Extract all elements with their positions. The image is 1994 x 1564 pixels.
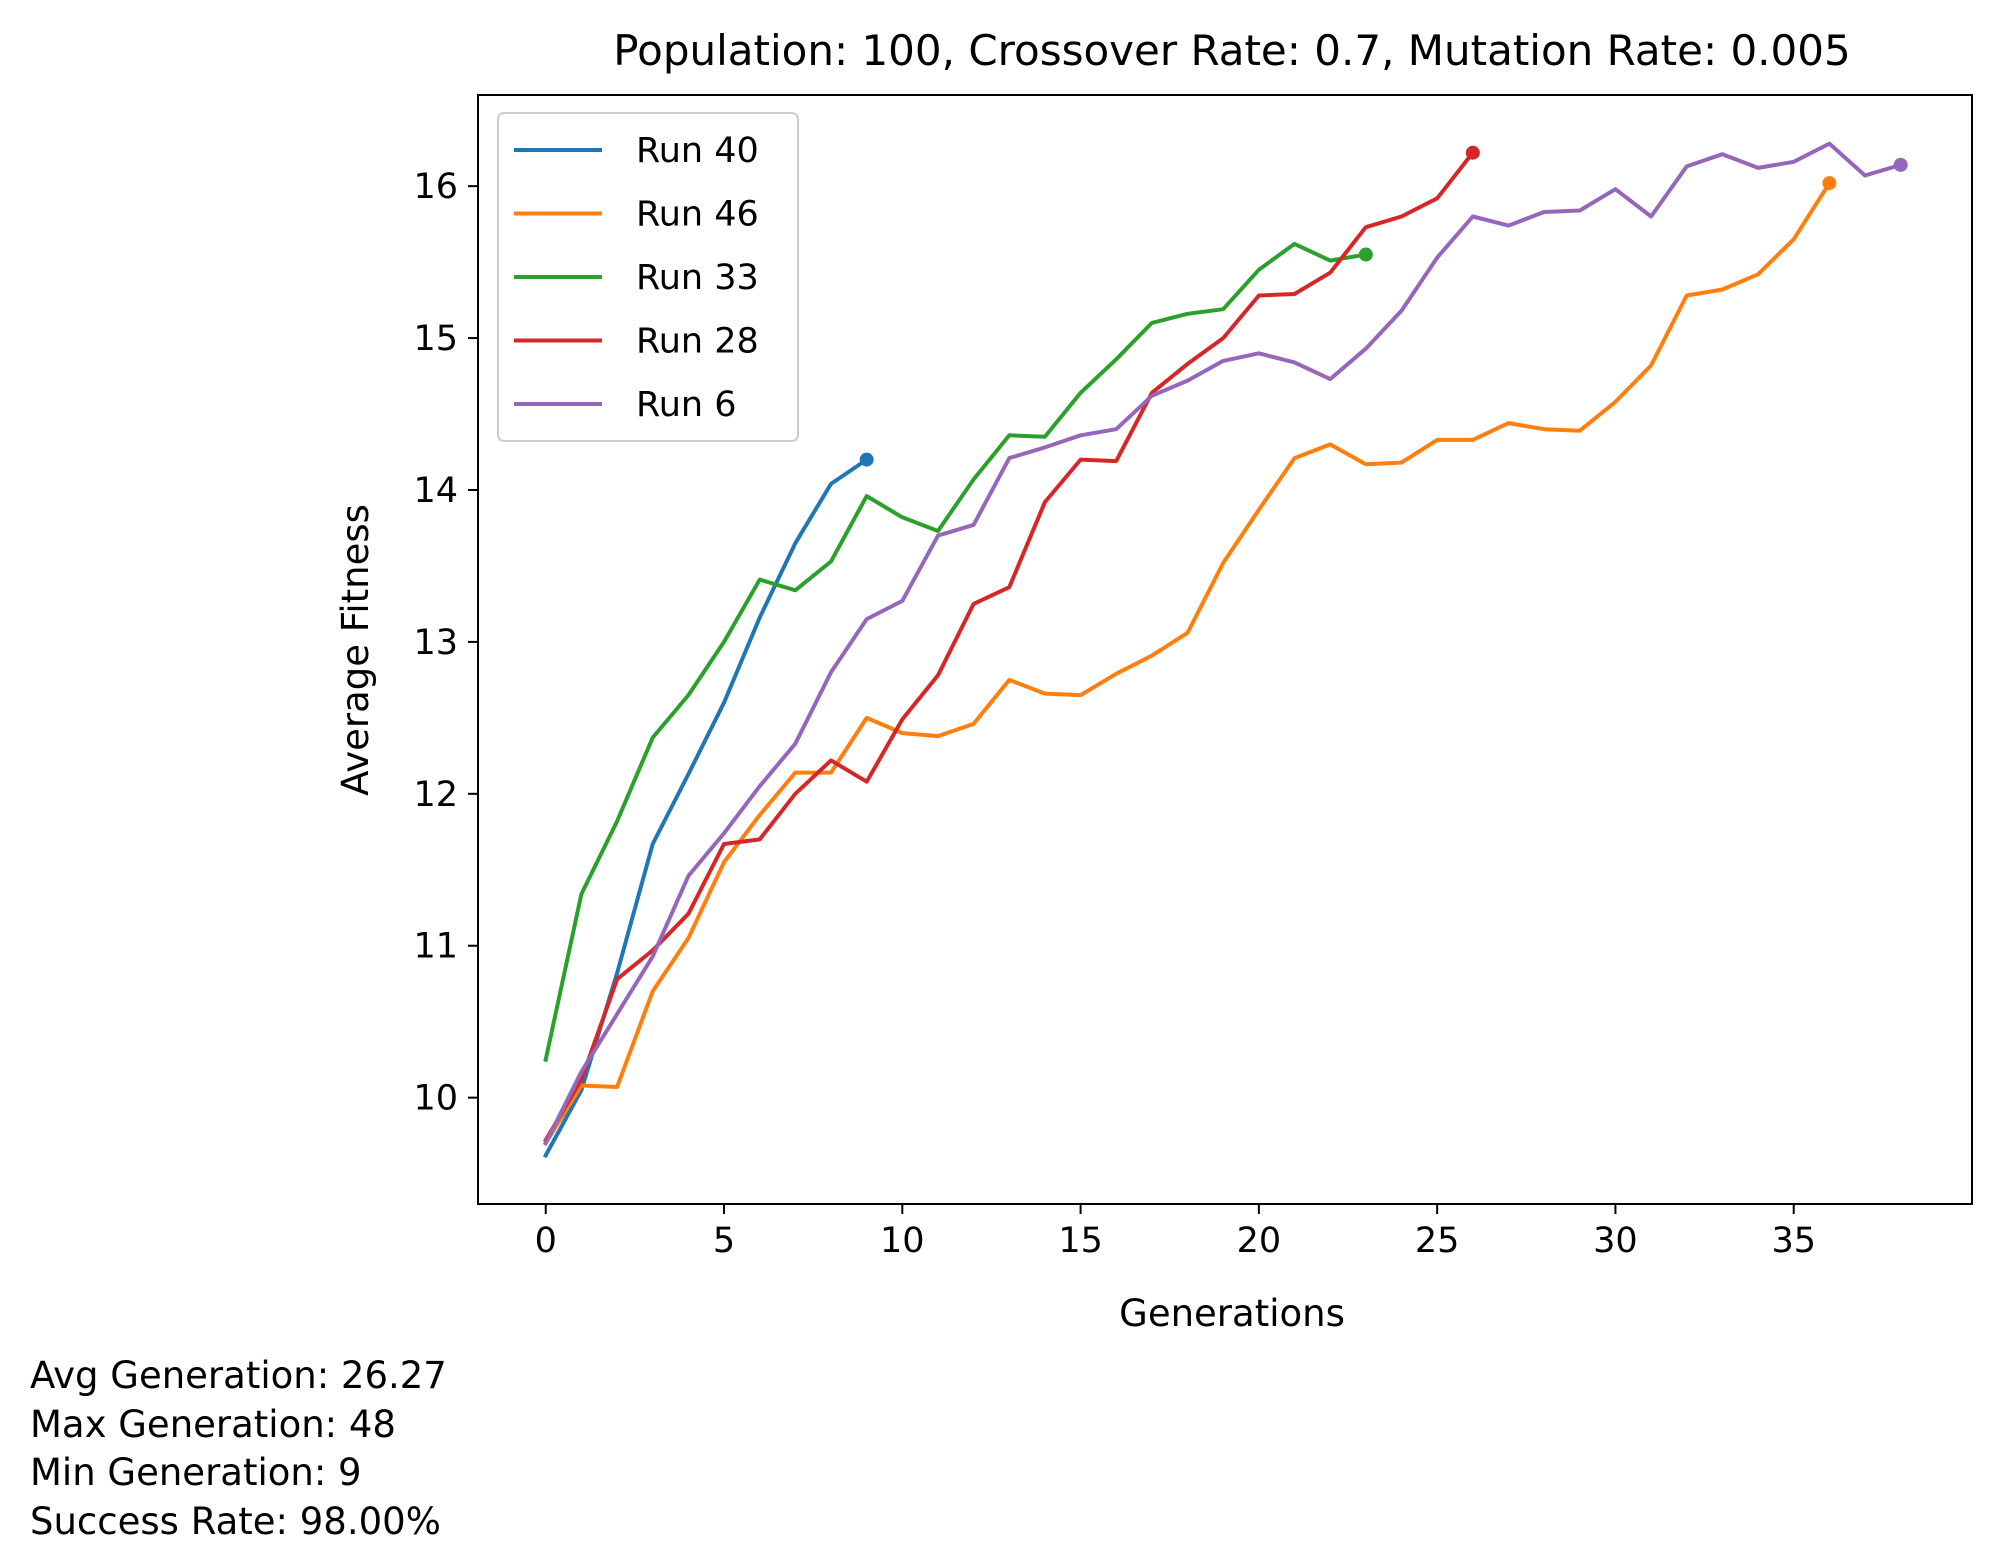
legend-item: Run 46 xyxy=(514,195,759,235)
legend-label: Run 28 xyxy=(636,322,759,362)
series-end-marker xyxy=(1893,157,1908,172)
y-tick-label: 15 xyxy=(413,319,458,359)
legend-item: Run 40 xyxy=(514,131,759,171)
series-line xyxy=(543,241,1369,1063)
legend-label: Run 33 xyxy=(636,258,759,298)
chart-title: Population: 100, Crossover Rate: 0.7, Mu… xyxy=(613,26,1850,75)
series-line xyxy=(542,149,1476,1143)
legend-label: Run 46 xyxy=(636,195,759,235)
x-tick-label: 20 xyxy=(1237,1221,1282,1261)
y-tick-label: 10 xyxy=(413,1079,458,1119)
series-line xyxy=(543,141,1904,1146)
plot-frame xyxy=(477,94,1973,1205)
y-axis-label: Average Fitness xyxy=(334,504,377,796)
x-tick-label: 25 xyxy=(1415,1221,1460,1261)
stat-avg-generation: Avg Generation: 26.27 xyxy=(30,1354,447,1397)
summary-stats: Avg Generation: 26.27 Max Generation: 48… xyxy=(30,1352,447,1546)
legend-item: Run 33 xyxy=(514,258,759,298)
x-tick-label: 5 xyxy=(713,1221,735,1261)
series-line xyxy=(542,180,1833,1146)
series-end-marker xyxy=(859,452,874,467)
stat-max-generation: Max Generation: 48 xyxy=(30,1402,396,1446)
y-tick-label: 13 xyxy=(413,623,458,663)
x-tick-label: 35 xyxy=(1771,1221,1816,1261)
stat-success-rate: Success Rate: 98.00% xyxy=(30,1499,441,1543)
legend-label: Run 6 xyxy=(636,385,737,425)
series-end-marker xyxy=(1358,247,1373,262)
x-axis-label: Generations xyxy=(1119,1292,1345,1335)
legend-label: Run 40 xyxy=(636,131,759,171)
x-tick-label: 30 xyxy=(1593,1221,1638,1261)
legend-box xyxy=(497,112,799,442)
y-tick-label: 16 xyxy=(413,167,458,207)
legend-item: Run 6 xyxy=(514,385,737,425)
y-tick-label: 14 xyxy=(413,471,458,511)
series-end-marker xyxy=(1822,176,1837,191)
stat-min-generation: Min Generation: 9 xyxy=(30,1451,362,1494)
x-tick-label: 0 xyxy=(535,1221,557,1261)
legend: Run 40 Run 46 Run 33 Run 28 Run 6 xyxy=(497,112,799,442)
y-tick-label: 11 xyxy=(413,927,458,967)
x-tick-label: 15 xyxy=(1058,1221,1103,1261)
legend-item: Run 28 xyxy=(514,322,759,362)
series-end-marker xyxy=(1465,145,1480,160)
y-tick-label: 12 xyxy=(413,775,458,815)
x-tick-label: 10 xyxy=(880,1221,925,1261)
